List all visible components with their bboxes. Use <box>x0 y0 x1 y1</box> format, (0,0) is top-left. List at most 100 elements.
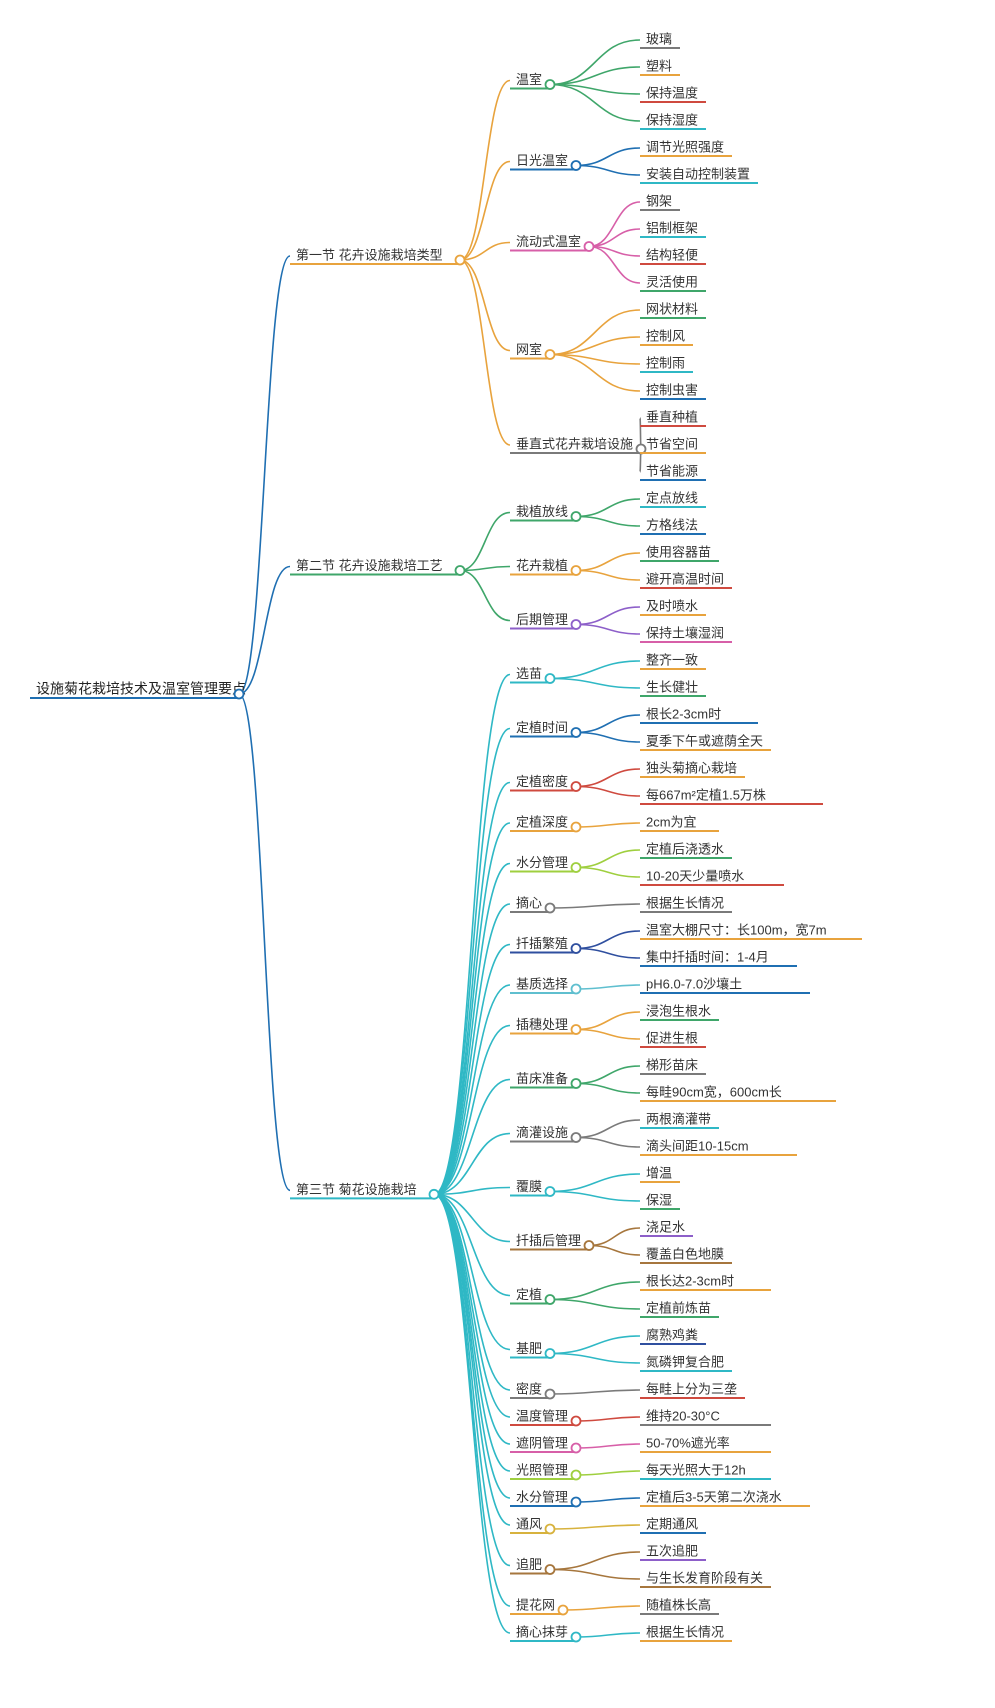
node-label: 氮磷钾复合肥 <box>646 1354 724 1369</box>
node-label: 及时喷水 <box>646 598 698 613</box>
node-label: 垂直式花卉栽培设施 <box>516 436 633 451</box>
nodes: 设施菊花栽培技术及温室管理要点第一节 花卉设施栽培类型温室玻璃塑料保持温度保持湿… <box>30 31 862 1641</box>
branch-dot <box>546 904 555 913</box>
node-label: 温度管理 <box>516 1408 568 1423</box>
node-label: 使用容器苗 <box>646 544 711 559</box>
node-label: 每畦90cm宽，600cm长 <box>646 1084 782 1099</box>
node-label: 定植时间 <box>516 720 568 735</box>
node-label: 定植 <box>516 1287 542 1302</box>
branch-dot <box>572 1417 581 1426</box>
branch-dot <box>430 1190 439 1199</box>
node-label: 方格线法 <box>646 517 698 532</box>
node-label: 钢架 <box>646 193 672 208</box>
node-label: 控制雨 <box>646 355 685 370</box>
node-label: 光照管理 <box>516 1462 568 1477</box>
node-label: 避开高温时间 <box>646 571 724 586</box>
node-label: 根长2-3cm时 <box>646 706 721 721</box>
node-label: 基肥 <box>516 1341 542 1356</box>
node-label: 日光温室 <box>516 153 568 168</box>
branch-dot <box>572 161 581 170</box>
branch-dot <box>456 256 465 265</box>
node-label: 遮阴管理 <box>516 1435 568 1450</box>
node-label: 集中扦插时间：1-4月 <box>646 949 769 964</box>
node-label: 定点放线 <box>646 490 698 505</box>
node-label: 第一节 花卉设施栽培类型 <box>296 247 443 262</box>
node-label: 整齐一致 <box>646 652 698 667</box>
branch-dot <box>572 1444 581 1453</box>
node-label: 密度 <box>516 1381 542 1396</box>
node-label: 50-70%遮光率 <box>646 1435 730 1450</box>
node-label: 促进生根 <box>646 1030 698 1045</box>
branch-dot <box>572 944 581 953</box>
branch-dot <box>572 1471 581 1480</box>
node-label: 定植深度 <box>516 814 568 829</box>
node-label: 10-20天少量喷水 <box>646 868 744 883</box>
node-label: 定期通风 <box>646 1516 698 1531</box>
node-label: 网室 <box>516 342 542 357</box>
node-label: 根据生长情况 <box>646 1624 724 1639</box>
branch-dot <box>585 242 594 251</box>
branch-dot <box>572 620 581 629</box>
branch-dot <box>559 1606 568 1615</box>
node-label: 第三节 菊花设施栽培 <box>296 1182 417 1197</box>
node-label: 水分管理 <box>516 855 568 870</box>
node-label: 扦插后管理 <box>516 1233 581 1248</box>
branch-dot <box>546 1349 555 1358</box>
node-label: 独头菊摘心栽培 <box>646 760 737 775</box>
node-label: 扦插繁殖 <box>516 936 568 951</box>
node-label: 滴灌设施 <box>516 1125 568 1140</box>
root-label: 设施菊花栽培技术及温室管理要点 <box>36 681 246 697</box>
node-label: 两根滴灌带 <box>646 1111 711 1126</box>
node-label: 保持温度 <box>646 85 698 100</box>
node-label: 流动式温室 <box>516 234 581 249</box>
branch-dot <box>546 1390 555 1399</box>
branch-dot <box>546 1565 555 1574</box>
branch-dot <box>456 566 465 575</box>
branch-dot <box>572 1025 581 1034</box>
node-label: 垂直种植 <box>646 409 698 424</box>
node-label: 五次追肥 <box>646 1543 698 1558</box>
branch-dot <box>546 674 555 683</box>
node-label: 控制风 <box>646 328 685 343</box>
node-label: 每畦上分为三垄 <box>646 1381 737 1396</box>
node-label: 节省能源 <box>646 463 698 478</box>
node-label: 生长健壮 <box>646 679 698 694</box>
node-label: 安装自动控制装置 <box>646 166 750 181</box>
node-label: 网状材料 <box>646 301 698 316</box>
branch-dot <box>572 985 581 994</box>
node-label: 增温 <box>646 1165 672 1180</box>
node-label: 每天光照大于12h <box>646 1462 746 1477</box>
node-label: 温室 <box>516 72 542 87</box>
node-label: 灵活使用 <box>646 274 698 289</box>
node-label: 浸泡生根水 <box>646 1003 711 1018</box>
node-label: 插穗处理 <box>516 1017 568 1032</box>
node-label: 梯形苗床 <box>646 1057 698 1072</box>
node-label: 根据生长情况 <box>646 895 724 910</box>
branch-dot <box>235 690 244 699</box>
node-label: 基质选择 <box>516 976 568 991</box>
node-label: 覆膜 <box>516 1179 542 1194</box>
branch-dot <box>572 1079 581 1088</box>
node-label: 根长达2-3cm时 <box>646 1273 734 1288</box>
node-label: 滴头间距10-15cm <box>646 1138 749 1153</box>
node-label: 追肥 <box>516 1557 542 1572</box>
node-label: 苗床准备 <box>516 1071 568 1086</box>
branch-dot <box>546 80 555 89</box>
branch-dot <box>572 512 581 521</box>
node-label: 夏季下午或遮荫全天 <box>646 733 763 748</box>
branch-dot <box>546 1295 555 1304</box>
node-label: 后期管理 <box>516 612 568 627</box>
branch-dot <box>572 728 581 737</box>
mindmap-svg: 设施菊花栽培技术及温室管理要点第一节 花卉设施栽培类型温室玻璃塑料保持温度保持湿… <box>0 0 995 1708</box>
node-label: 维持20-30°C <box>646 1408 720 1423</box>
node-label: pH6.0-7.0沙壤土 <box>646 976 742 991</box>
branch-dot <box>572 863 581 872</box>
branch-dot <box>585 1241 594 1250</box>
node-label: 温室大棚尺寸：长100m，宽7m <box>646 922 827 937</box>
branch-dot <box>572 782 581 791</box>
node-label: 第二节 花卉设施栽培工艺 <box>296 558 443 573</box>
node-label: 定植后浇透水 <box>646 841 724 856</box>
branch-dot <box>572 1133 581 1142</box>
branch-dot <box>546 350 555 359</box>
node-label: 摘心 <box>516 895 542 910</box>
